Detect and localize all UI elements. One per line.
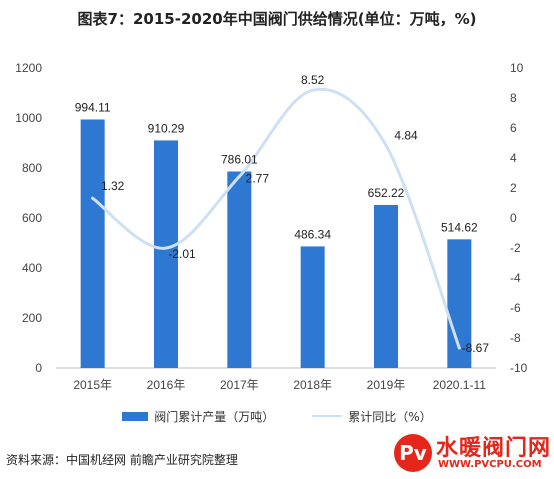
source-note: 资料来源：中国机经网 前瞻产业研究院整理 — [6, 453, 238, 467]
y-right-tick-label: 4 — [510, 151, 517, 165]
y-right-tick-label: -2 — [510, 241, 521, 255]
bar-value-label: 994.11 — [75, 100, 111, 114]
y-left-tick-label: 200 — [22, 311, 42, 325]
site-logo: Pv 水暖阀门网 WWW.PVCPU.COM — [392, 428, 554, 476]
y-left-tick-label: 400 — [22, 261, 42, 275]
x-tick-label: 2020.1-11 — [433, 378, 486, 392]
legend-bar-swatch — [122, 411, 149, 421]
legend-line-label: 累计同比（%） — [348, 409, 432, 424]
y-right-tick-label: 2 — [510, 181, 517, 195]
logo-name: 水暖阀门网 — [436, 436, 552, 461]
y-left-tick-label: 600 — [22, 211, 42, 225]
bar-value-label: 652.22 — [368, 186, 405, 200]
line-point — [164, 246, 168, 250]
bar — [227, 171, 252, 368]
bar-series — [80, 119, 472, 368]
bar-value-label: 514.62 — [441, 220, 478, 234]
line-value-label: 4.84 — [394, 128, 418, 142]
y-left-tick-label: 1200 — [15, 61, 42, 75]
y-left-tick-label: 800 — [22, 161, 42, 175]
x-tick-label: 2016年 — [147, 378, 186, 392]
bar — [154, 140, 178, 368]
y-left-tick-label: 0 — [35, 361, 42, 375]
axes: 0 200 400 600 800 1000 1200 -10 -8 -6 -4 -2 0 2 4 6 8 10 2… — [15, 61, 527, 392]
line-value-label: 8.52 — [301, 73, 325, 87]
legend-line-swatch — [312, 415, 343, 417]
bar-value-label: 786.01 — [221, 152, 258, 166]
y-left-tick-label: 1000 — [15, 111, 42, 125]
bar — [300, 246, 325, 368]
logo-url: WWW.PVCPU.COM — [438, 459, 542, 470]
line-value-label: 1.32 — [101, 179, 125, 193]
logo-badge-icon: Pv — [394, 434, 432, 472]
y-right-tick-label: -8 — [510, 331, 521, 345]
line-value-label: -8.67 — [462, 341, 490, 355]
legend-item-line: 累计同比（%） — [312, 408, 432, 425]
line-value-label: 2.77 — [246, 171, 270, 185]
legend: 阀门累计产量（万吨） 累计同比（%） — [0, 407, 554, 425]
line-series — [91, 87, 461, 350]
line-point — [237, 174, 241, 178]
x-tick-label: 2017年 — [220, 378, 259, 392]
x-tick-label: 2015年 — [73, 378, 112, 392]
legend-bar-label: 阀门累计产量（万吨） — [154, 409, 275, 424]
x-tick-label: 2019年 — [367, 378, 406, 392]
y-right-tick-label: -6 — [510, 301, 521, 315]
x-tick-label: 2018年 — [293, 378, 332, 392]
bar-value-label: 910.29 — [148, 121, 185, 135]
y-right-tick-label: 10 — [510, 61, 524, 75]
bar-value-label: 486.34 — [294, 227, 331, 241]
y-right-tick-label: -10 — [510, 361, 528, 375]
line-value-label: -2.01 — [168, 247, 196, 261]
y-right-tick-label: 6 — [510, 121, 517, 135]
chart-title: 图表7：2015-2020年中国阀门供给情况(单位：万吨，%) — [77, 10, 477, 28]
legend-item-bar: 阀门累计产量（万吨） — [122, 408, 274, 425]
line-point — [384, 143, 388, 147]
line-point — [91, 196, 95, 200]
y-right-tick-label: -4 — [510, 271, 521, 285]
line-point — [311, 88, 315, 92]
y-right-tick-label: 8 — [510, 91, 517, 105]
bar — [80, 119, 105, 368]
y-right-tick-label: 0 — [510, 211, 517, 225]
line-point — [457, 346, 461, 350]
bar — [374, 204, 398, 368]
data-labels: 994.11 910.29 786.01 486.34 652.22 514.62 1.32… — [75, 73, 490, 355]
